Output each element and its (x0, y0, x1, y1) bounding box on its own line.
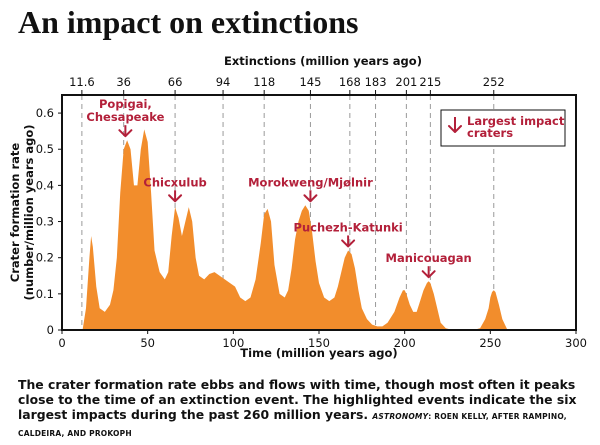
x-tick-label: 150 (308, 336, 330, 350)
annotation-label: Manicouagan (386, 251, 472, 265)
caption-text: The crater formation rate ebbs and flows… (18, 377, 577, 422)
x-tick-label: 100 (222, 336, 244, 350)
y-tick-label: 0.5 (36, 142, 54, 156)
extinction-label: 183 (365, 75, 387, 89)
annotation-label: Chesapeake (86, 110, 164, 124)
annotation-label: Chicxulub (143, 175, 206, 189)
y-tick-label: 0.4 (36, 178, 54, 192)
crater-rate-area (82, 129, 508, 330)
credit-authors: : ROEN KELLY, AFTER RAMPINO, CALDEIRA, A… (18, 412, 567, 438)
extinction-label: 215 (419, 75, 441, 89)
extinction-label: 118 (253, 75, 275, 89)
x-axis-title: Time (million years ago) (240, 346, 397, 360)
annotation-label: Puchezh-Katunki (294, 220, 403, 234)
annotation-arrow-head (341, 239, 356, 248)
annotation-arrow-head (118, 129, 133, 138)
y-tick-label: 0.2 (36, 251, 54, 265)
y-tick-label: 0.1 (36, 287, 54, 301)
y-tick-label: 0.3 (36, 215, 54, 229)
annotation-arrow-head (421, 270, 436, 279)
y-axis-title-line2: (number/million years ago) (22, 124, 36, 300)
legend-label: craters (467, 126, 513, 140)
annotation-arrow-head (303, 194, 318, 203)
credit-publication: ASTRONOMY (372, 412, 429, 421)
crater-rate-chart: 0 50 100 150 200 250 300 Time (million years ag… (8, 54, 587, 360)
annotation-label: Popigai, (99, 97, 152, 111)
top-axis-title: Extinctions (million years ago) (224, 54, 422, 68)
legend-arrow-head (448, 125, 462, 133)
caption-block: The crater formation rate ebbs and flows… (18, 377, 588, 441)
extinction-label: 168 (339, 75, 361, 89)
extinction-label: 201 (395, 75, 417, 89)
extinction-label: 252 (483, 75, 505, 89)
y-tick-label: 0 (47, 323, 54, 337)
x-tick-label: 0 (58, 336, 65, 350)
y-tick-label: 0.6 (36, 106, 54, 120)
extinction-label: 11.6 (69, 75, 95, 89)
legend-box (440, 109, 566, 147)
y-axis-title-line1: Crater formation rate (8, 143, 22, 283)
annotation-arrow-head (168, 194, 183, 203)
x-tick-label: 300 (565, 336, 587, 350)
x-tick-label: 250 (479, 336, 501, 350)
extinction-label: 36 (116, 75, 131, 89)
extinction-label: 145 (299, 75, 321, 89)
annotation-label: Morokweng/Mjølnir (248, 175, 373, 189)
legend-label: Largest impact (467, 114, 565, 128)
x-tick-label: 200 (394, 336, 416, 350)
x-tick-label: 50 (140, 336, 155, 350)
headline: An impact on extinctions (18, 4, 359, 40)
extinction-label: 66 (168, 75, 183, 89)
extinction-label: 94 (216, 75, 231, 89)
credit-line: ASTRONOMY: ROEN KELLY, AFTER RAMPINO, CA… (18, 412, 567, 438)
